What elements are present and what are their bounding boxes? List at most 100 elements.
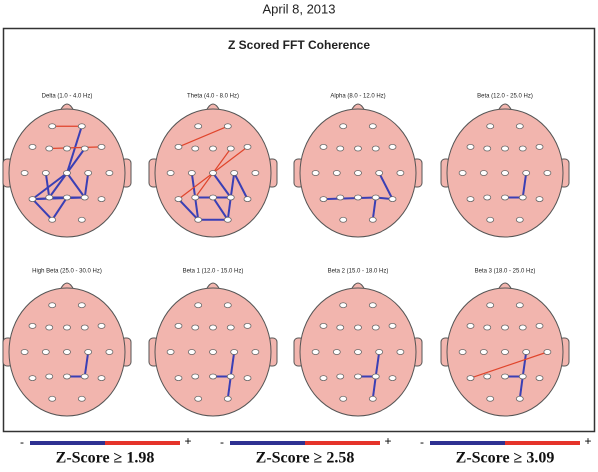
head-panel: High Beta (25.0 - 30.0 Hz) bbox=[2, 269, 132, 417]
electrode bbox=[319, 196, 328, 203]
electrode bbox=[209, 324, 217, 331]
legend-label: Z-Score ≥ 1.98 bbox=[56, 450, 155, 467]
electrode bbox=[97, 322, 106, 329]
electrode bbox=[63, 324, 71, 331]
electrode bbox=[45, 373, 54, 380]
electrode bbox=[48, 395, 57, 402]
electrode bbox=[483, 194, 492, 201]
electrode bbox=[84, 170, 93, 176]
electrode bbox=[518, 373, 527, 380]
panel-label: Alpha (8.0 - 12.0 Hz) bbox=[330, 94, 385, 100]
scale-positive bbox=[305, 441, 380, 445]
electrode bbox=[243, 322, 252, 329]
electrode bbox=[63, 194, 71, 201]
electrode bbox=[466, 375, 475, 382]
electrode bbox=[194, 123, 203, 130]
electrode bbox=[80, 373, 89, 380]
electrode bbox=[77, 216, 86, 223]
coherence-link bbox=[83, 351, 90, 377]
electrode bbox=[336, 373, 345, 380]
electrode bbox=[243, 143, 252, 150]
electrode bbox=[174, 322, 183, 329]
electrode bbox=[486, 302, 495, 309]
electrode bbox=[105, 170, 114, 176]
coherence-link bbox=[229, 351, 236, 377]
electrode bbox=[354, 349, 362, 355]
scale-negative bbox=[430, 441, 505, 445]
electrode bbox=[543, 349, 552, 355]
electrode bbox=[209, 194, 217, 201]
electrode bbox=[375, 170, 384, 176]
electrode bbox=[174, 375, 183, 382]
electrode bbox=[466, 322, 475, 329]
legend-plus: + bbox=[184, 434, 191, 448]
electrode bbox=[535, 322, 544, 329]
coherence-link bbox=[178, 125, 229, 148]
electrode bbox=[223, 395, 232, 402]
coherence-link bbox=[31, 198, 53, 221]
electrode bbox=[466, 143, 475, 150]
coherence-link bbox=[233, 172, 249, 200]
electrode bbox=[20, 349, 29, 355]
electrode bbox=[226, 324, 235, 331]
electrode bbox=[535, 143, 544, 150]
electrode bbox=[191, 145, 200, 152]
electrode bbox=[84, 349, 93, 355]
electrode bbox=[174, 196, 183, 203]
electrode bbox=[368, 123, 377, 130]
legend-label: Z-Score ≥ 3.09 bbox=[456, 450, 555, 467]
coherence-link bbox=[51, 196, 68, 221]
electrode bbox=[368, 216, 377, 223]
head-panel: Delta (1.0 - 4.0 Hz) bbox=[2, 94, 132, 238]
electrode bbox=[311, 349, 320, 355]
page-title: April 8, 2013 bbox=[263, 1, 336, 16]
electrode bbox=[226, 145, 235, 152]
panel-label: Beta 1 (12.0 - 15.0 Hz) bbox=[183, 269, 244, 275]
head-panel: Beta (12.0 - 25.0 Hz) bbox=[440, 94, 570, 238]
electrode bbox=[371, 373, 380, 380]
coherence-link bbox=[177, 198, 199, 221]
electrode bbox=[388, 322, 397, 329]
legend-minus: - bbox=[220, 435, 224, 449]
electrode bbox=[354, 145, 362, 152]
electrode bbox=[243, 375, 252, 382]
electrode bbox=[80, 324, 89, 331]
electrode bbox=[77, 302, 86, 309]
coherence-link bbox=[49, 146, 102, 150]
electrode bbox=[45, 145, 54, 152]
electrode bbox=[191, 373, 200, 380]
panel-label: Beta 2 (15.0 - 18.0 Hz) bbox=[328, 269, 389, 275]
electrode bbox=[336, 145, 345, 152]
electrode bbox=[388, 375, 397, 382]
panel-label: Beta 3 (18.0 - 25.0 Hz) bbox=[475, 269, 536, 275]
head-panel: Beta 1 (12.0 - 15.0 Hz) bbox=[148, 269, 278, 417]
coherence-link bbox=[31, 172, 68, 200]
electrode bbox=[194, 395, 203, 402]
coherence-link bbox=[371, 376, 377, 399]
electrode bbox=[543, 170, 552, 176]
head-panel: Theta (4.0 - 8.0 Hz) bbox=[148, 94, 278, 238]
electrode bbox=[319, 322, 328, 329]
electrode bbox=[368, 302, 377, 309]
electrode bbox=[191, 324, 200, 331]
electrode bbox=[319, 375, 328, 382]
electrode bbox=[209, 373, 217, 380]
electrode bbox=[501, 349, 509, 355]
electrode bbox=[166, 170, 175, 176]
coherence-link bbox=[521, 351, 528, 377]
head-panel: Alpha (8.0 - 12.0 Hz) bbox=[293, 94, 423, 238]
electrode bbox=[388, 196, 397, 203]
coherence-link bbox=[229, 172, 236, 198]
electrode bbox=[515, 216, 524, 223]
electrode bbox=[396, 349, 405, 355]
coherence-link bbox=[226, 376, 232, 399]
electrode bbox=[105, 349, 114, 355]
electrode bbox=[209, 145, 217, 152]
electrode bbox=[28, 196, 37, 203]
electrode bbox=[522, 170, 531, 176]
legend-label: Z-Score ≥ 2.58 bbox=[256, 450, 355, 467]
electrode bbox=[371, 324, 380, 331]
legend-plus: + bbox=[384, 434, 391, 448]
coherence-link bbox=[83, 172, 90, 198]
electrode bbox=[45, 194, 54, 201]
